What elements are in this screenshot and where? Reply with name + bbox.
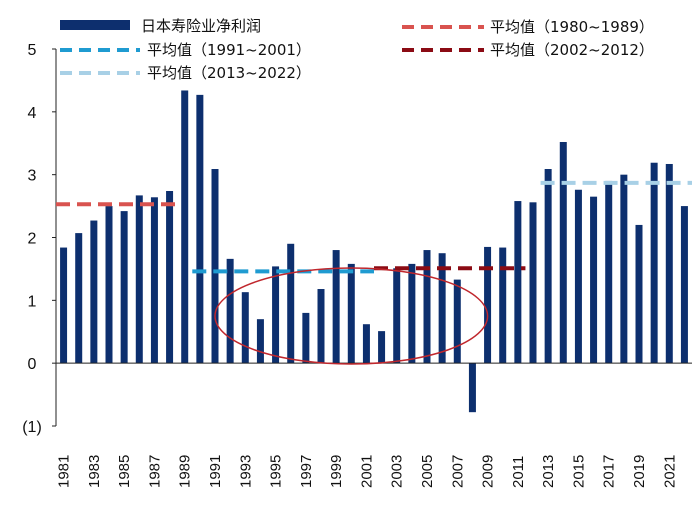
x-tick-label: 2013 — [540, 455, 557, 488]
bar — [332, 250, 340, 364]
x-tick-label: 2019 — [631, 455, 648, 488]
legend-item-avg-2013-2022: 平均值（2013~2022） — [60, 64, 311, 82]
bar — [181, 90, 189, 364]
x-tick-label: 1981 — [56, 455, 73, 488]
bar — [287, 243, 295, 364]
bar — [574, 189, 582, 364]
legend-item-avg-1991-2001: 平均值（1991~2001） — [60, 41, 311, 59]
bar — [241, 292, 249, 364]
bar — [620, 174, 628, 364]
x-tick-label: 1999 — [328, 455, 345, 488]
bar — [559, 141, 567, 364]
x-tick-label: 1983 — [86, 455, 103, 488]
bar — [468, 363, 476, 413]
bar — [105, 206, 113, 364]
y-tick-label: 3 — [28, 168, 37, 185]
y-tick-label: 1 — [28, 293, 37, 310]
x-tick-label: 1987 — [146, 455, 163, 488]
bar — [605, 180, 613, 364]
y-tick-label: 5 — [28, 42, 37, 59]
x-tick-label: 2015 — [570, 455, 587, 488]
bar — [211, 169, 219, 364]
legend-swatch-net-profit — [60, 20, 130, 30]
y-tick-label: 4 — [28, 105, 37, 122]
legend-label-avg-2013-2022: 平均值（2013~2022） — [147, 64, 311, 82]
legend-item-avg-2002-2012: 平均值（2002~2012） — [402, 41, 654, 59]
bar — [529, 202, 537, 364]
bar — [362, 324, 370, 364]
bar — [514, 201, 522, 364]
bar — [256, 319, 264, 364]
bar — [60, 247, 68, 364]
bar — [75, 233, 83, 364]
bar — [120, 211, 128, 364]
y-tick-label: 2 — [28, 231, 37, 248]
highlight-ellipse — [214, 267, 489, 365]
x-tick-label: 2011 — [510, 456, 527, 488]
bar — [150, 197, 158, 364]
bar — [544, 169, 552, 364]
x-tick-label: 1989 — [177, 455, 194, 488]
bar — [226, 258, 234, 364]
x-tick-label: 2009 — [480, 455, 497, 488]
legend-label-avg-1991-2001: 平均值（1991~2001） — [147, 41, 311, 59]
bar — [665, 163, 673, 364]
x-tick-label: 1997 — [298, 455, 315, 488]
bar — [196, 94, 204, 364]
bar — [590, 196, 598, 364]
bar — [317, 289, 325, 364]
bar — [378, 331, 386, 364]
x-tick-label: 2003 — [389, 455, 406, 488]
bar — [650, 162, 658, 364]
x-tick-label: 1995 — [268, 455, 285, 488]
x-tick-label: 1985 — [116, 455, 133, 488]
bar — [635, 224, 643, 364]
bar — [166, 191, 174, 364]
x-tick-label: 2005 — [419, 455, 436, 488]
bar — [302, 312, 310, 364]
bar — [393, 268, 401, 364]
bar — [453, 279, 461, 364]
plot-area: (1) 0 1 2 3 4 5 1981 1983 1985 1987 1989 1991 1993 199… — [22, 42, 692, 488]
x-tick-label: 2001 — [358, 455, 375, 488]
legend-label-avg-1980-1989: 平均值（1980~1989） — [490, 18, 654, 36]
y-tick-label: (1) — [22, 419, 42, 436]
bar — [347, 263, 355, 364]
bar — [423, 250, 431, 364]
bar — [408, 263, 416, 364]
y-tick-label: 0 — [28, 356, 37, 373]
x-tick-label: 2017 — [601, 455, 618, 488]
bar — [484, 246, 492, 364]
legend: 日本寿险业净利润 平均值（1980~1989） 平均值（1991~2001） 平… — [60, 17, 654, 82]
bar — [272, 266, 280, 364]
bar — [135, 195, 143, 364]
legend-label-net-profit: 日本寿险业净利润 — [141, 17, 261, 35]
x-tick-label: 2021 — [661, 455, 678, 488]
x-tick-label: 2007 — [449, 455, 466, 488]
legend-item-net-profit: 日本寿险业净利润 — [60, 17, 261, 35]
legend-label-avg-2002-2012: 平均值（2002~2012） — [490, 41, 654, 59]
legend-item-avg-1980-1989: 平均值（1980~1989） — [402, 18, 654, 36]
bar — [680, 206, 688, 364]
x-tick-label: 1993 — [237, 455, 254, 488]
x-tick-label: 1991 — [207, 455, 224, 488]
bar — [90, 220, 98, 364]
bar — [438, 253, 446, 364]
bar — [499, 247, 507, 364]
